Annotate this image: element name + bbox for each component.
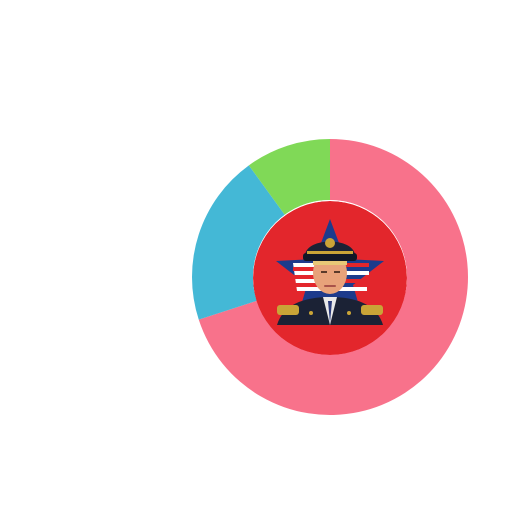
uniform-figure — [277, 297, 383, 325]
donut-slice-1 — [198, 139, 468, 415]
donut-slice-3 — [248, 139, 330, 215]
donut-slice-2 — [191, 165, 285, 320]
center-portrait-image — [253, 201, 407, 355]
cap — [303, 238, 357, 261]
